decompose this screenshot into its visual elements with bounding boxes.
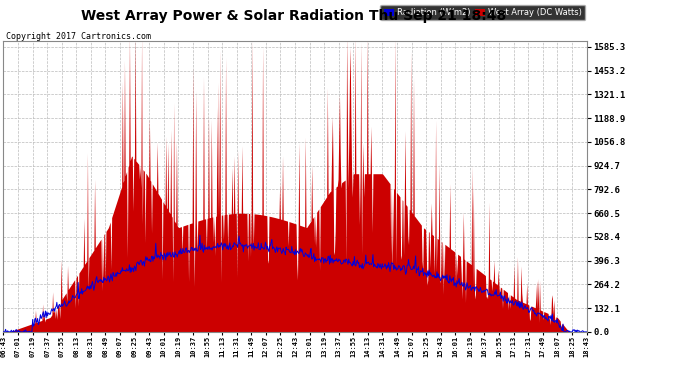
Text: West Array Power & Solar Radiation Thu Sep 21 18:48: West Array Power & Solar Radiation Thu S… (81, 9, 506, 23)
Legend: Radiation (W/m2), West Array (DC Watts): Radiation (W/m2), West Array (DC Watts) (380, 5, 585, 20)
Text: Copyright 2017 Cartronics.com: Copyright 2017 Cartronics.com (6, 32, 150, 41)
